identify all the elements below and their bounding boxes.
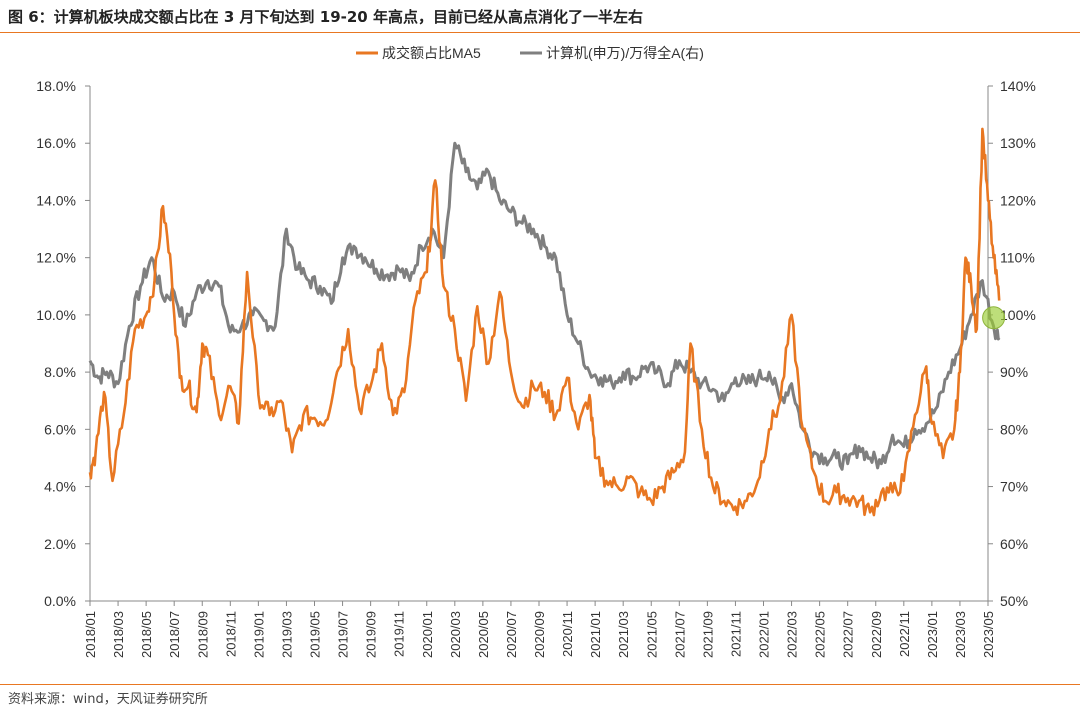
x-tick-label: 2019/03 — [279, 611, 294, 658]
axes: 0.0% 2.0% 4.0% 6.0% 8.0% 10.0% 12.0% 14.0% 16.0%… — [36, 78, 1036, 658]
y-left-tick-label: 2.0% — [44, 536, 76, 552]
y-left-tick-label: 16.0% — [36, 135, 76, 151]
x-tick-label: 2021/05 — [644, 611, 659, 658]
x-tick-label: 2020/03 — [448, 611, 463, 658]
x-tick-label: 2022/11 — [897, 611, 912, 657]
y-right-tick-label: 100% — [1000, 307, 1036, 323]
x-tick-label: 2023/05 — [981, 611, 996, 658]
x-tick-label: 2021/11 — [728, 611, 743, 657]
x-tick-label: 2018/05 — [139, 611, 154, 658]
x-tick-label: 2018/01 — [83, 611, 98, 658]
x-tick-label: 2018/03 — [111, 611, 126, 658]
y-right-tick-label: 80% — [1000, 421, 1028, 437]
y-right-tick-label: 90% — [1000, 364, 1028, 380]
y-left-tick-label: 10.0% — [36, 307, 76, 323]
top-rule — [0, 32, 1080, 33]
x-tick-label: 2021/03 — [616, 611, 631, 658]
y-right-tick-label: 50% — [1000, 593, 1028, 609]
x-tick-label: 2023/01 — [925, 611, 940, 658]
series-line-turnover-share-ma5 — [88, 127, 1001, 517]
x-tick-label: 2022/01 — [757, 611, 772, 658]
y-left-tick-label: 12.0% — [36, 250, 76, 266]
x-tick-label: 2020/01 — [420, 611, 435, 658]
x-tick-label: 2020/11 — [560, 611, 575, 657]
y-right-tick-label: 130% — [1000, 135, 1036, 151]
x-tick-label: 2020/09 — [532, 611, 547, 658]
y-left-tick-label: 6.0% — [44, 421, 76, 437]
x-tick-label: 2021/07 — [672, 611, 687, 658]
y-left-tick-label: 14.0% — [36, 192, 76, 208]
x-tick-label: 2019/09 — [364, 611, 379, 658]
x-tick-label: 2023/03 — [953, 611, 968, 658]
x-tick-label: 2022/09 — [869, 611, 884, 658]
x-tick-label: 2022/07 — [841, 611, 856, 658]
y-left-tick-label: 4.0% — [44, 479, 76, 495]
y-left-tick-label: 18.0% — [36, 78, 76, 94]
x-tick-label: 2020/07 — [504, 611, 519, 658]
source-note: 资料来源：wind，天风证券研究所 — [8, 692, 208, 707]
x-tick-label: 2019/01 — [251, 611, 266, 658]
legend-label: 计算机(申万)/万得全A(右) — [546, 45, 704, 61]
x-tick-label: 2018/07 — [167, 611, 182, 658]
figure-title: 图 6：计算机板块成交额占比在 3 月下旬达到 19-20 年高点，目前已经从高… — [8, 8, 643, 26]
legend-label: 成交额占比MA5 — [382, 45, 481, 61]
series-line-computer-vs-wind-a — [88, 141, 1001, 471]
y-right-tick-label: 110% — [1000, 250, 1035, 266]
x-tick-label: 2018/09 — [195, 611, 210, 658]
bottom-rule — [0, 684, 1080, 685]
y-right-tick-label: 70% — [1000, 479, 1028, 495]
plot-area — [88, 127, 1006, 517]
x-tick-label: 2021/01 — [588, 611, 603, 658]
chart: 成交额占比MA5 计算机(申万)/万得全A(右) 0.0% 2.0% 4.0% 6.0%… — [36, 45, 1036, 658]
x-tick-label: 2019/11 — [392, 611, 407, 657]
y-right-tick-label: 60% — [1000, 536, 1028, 552]
x-tick-label: 2020/05 — [476, 611, 491, 658]
y-right-tick-label: 140% — [1000, 78, 1036, 94]
highlight-marker — [982, 306, 1006, 330]
y-right-tick-label: 120% — [1000, 192, 1036, 208]
x-tick-label: 2021/09 — [700, 611, 715, 658]
x-tick-label: 2022/03 — [785, 611, 800, 658]
x-tick-label: 2022/05 — [813, 611, 828, 658]
y-left-tick-label: 8.0% — [44, 364, 76, 380]
x-tick-label: 2018/11 — [223, 611, 238, 657]
y-left-tick-label: 0.0% — [44, 593, 76, 609]
x-tick-label: 2019/05 — [308, 611, 323, 658]
legend: 成交额占比MA5 计算机(申万)/万得全A(右) — [356, 45, 704, 61]
x-tick-label: 2019/07 — [336, 611, 351, 658]
